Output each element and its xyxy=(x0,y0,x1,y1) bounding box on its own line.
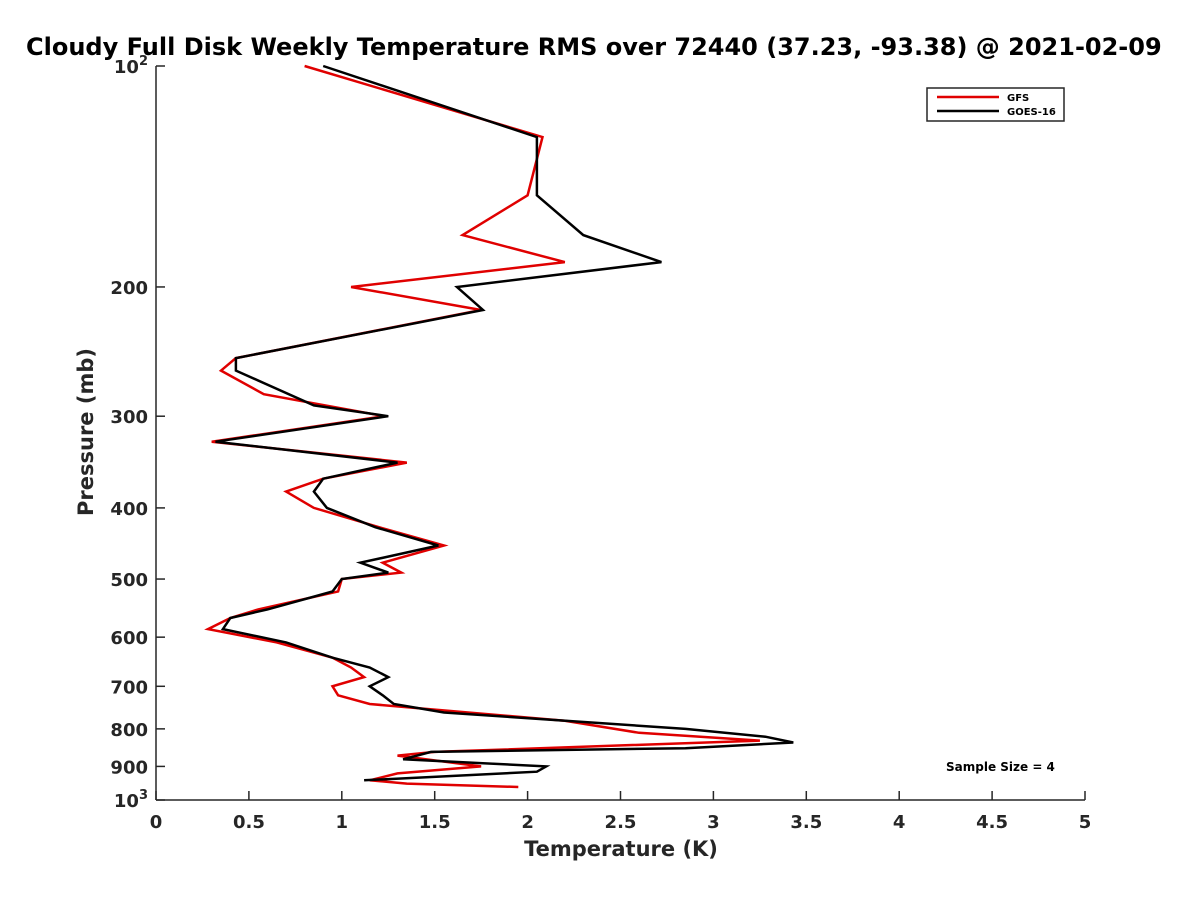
x-tick-label: 0.5 xyxy=(233,812,265,833)
y-tick-label: 500 xyxy=(110,570,148,591)
tick-labels: 0 0.5 1 1.5 2 2.5 3 3.5 4 4.5 5 102 200 300 400 500 600 7… xyxy=(110,54,1091,833)
y-tick-label: 200 xyxy=(110,278,148,299)
y-tick-label: 300 xyxy=(110,407,148,428)
legend-box xyxy=(926,87,1065,122)
plot-axes xyxy=(155,65,1086,801)
legend: GFS GOES-16 xyxy=(926,87,1065,122)
sample-size-annotation: Sample Size = 4 xyxy=(946,760,1055,774)
x-tick-label: 2.5 xyxy=(605,812,637,833)
y-tick-label: 102 xyxy=(114,54,148,78)
y-tick-label: 103 xyxy=(114,788,148,812)
y-tick-label: 700 xyxy=(110,677,148,698)
x-tick-label: 4 xyxy=(893,812,906,833)
y-tick-label: 400 xyxy=(110,499,148,520)
x-tick-label: 1.5 xyxy=(419,812,451,833)
x-tick-label: 3 xyxy=(707,812,720,833)
y-tick-label: 900 xyxy=(110,757,148,778)
x-tick-label: 2 xyxy=(521,812,534,833)
y-tick-label: 600 xyxy=(110,628,148,649)
x-axis-label: Temperature (K) xyxy=(524,837,718,861)
series-line-goes-16 xyxy=(215,64,794,782)
series-line-gfs xyxy=(204,64,760,789)
x-tick-label: 0 xyxy=(150,812,163,833)
x-tick-label: 1 xyxy=(336,812,349,833)
y-axis-label: Pressure (mb) xyxy=(74,348,98,516)
legend-label: GFS xyxy=(1007,93,1029,104)
x-tick-label: 5 xyxy=(1079,812,1092,833)
chart-title: Cloudy Full Disk Weekly Temperature RMS … xyxy=(26,33,1162,61)
x-tick-label: 3.5 xyxy=(790,812,822,833)
legend-label: GOES-16 xyxy=(1007,107,1056,118)
x-tick-label: 4.5 xyxy=(976,812,1008,833)
series-lines xyxy=(204,64,794,789)
y-tick-label: 800 xyxy=(110,720,148,741)
